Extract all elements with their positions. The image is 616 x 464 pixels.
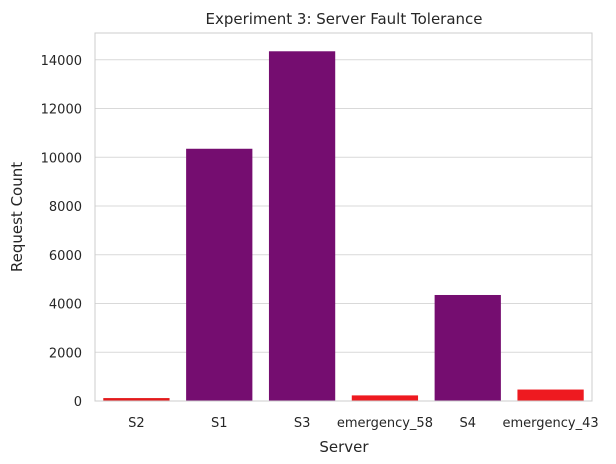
chart-title: Experiment 3: Server Fault Tolerance	[205, 10, 482, 28]
y-tick-label: 12000	[41, 103, 82, 118]
x-tick-label: emergency_43	[503, 416, 599, 431]
x-tick-labels: S2 S1 S3 emergency_58 S4 emergency_43	[128, 416, 599, 431]
y-tick-label: 4000	[49, 298, 82, 313]
y-tick-label: 0	[74, 395, 82, 410]
y-axis-label: Request Count	[8, 162, 26, 272]
y-tick-label: 2000	[49, 346, 82, 361]
y-tick-labels: 0 2000 4000 6000 8000 10000 12000 14000	[41, 54, 82, 410]
x-tick-label: S3	[294, 416, 311, 431]
x-tick-label: emergency_58	[337, 416, 433, 431]
y-tick-label: 10000	[41, 151, 82, 166]
gridlines	[95, 59, 592, 402]
bar-emergency_43	[517, 389, 584, 401]
x-tick-label: S4	[459, 416, 476, 431]
plot-frame	[94, 32, 593, 402]
y-tick-label: 8000	[49, 200, 82, 215]
y-tick-label: 14000	[41, 54, 82, 69]
bar-S1	[186, 148, 253, 401]
bars	[103, 51, 584, 402]
bar-emergency_58	[351, 395, 419, 401]
bar-S2	[103, 398, 170, 401]
x-tick-label: S1	[211, 416, 228, 431]
bar-S4	[434, 294, 501, 401]
x-axis-label: Server	[319, 438, 369, 456]
x-tick-label: S2	[128, 416, 145, 431]
bar-S3	[268, 51, 336, 402]
plot-background	[95, 33, 592, 401]
y-tick-label: 6000	[49, 249, 82, 264]
